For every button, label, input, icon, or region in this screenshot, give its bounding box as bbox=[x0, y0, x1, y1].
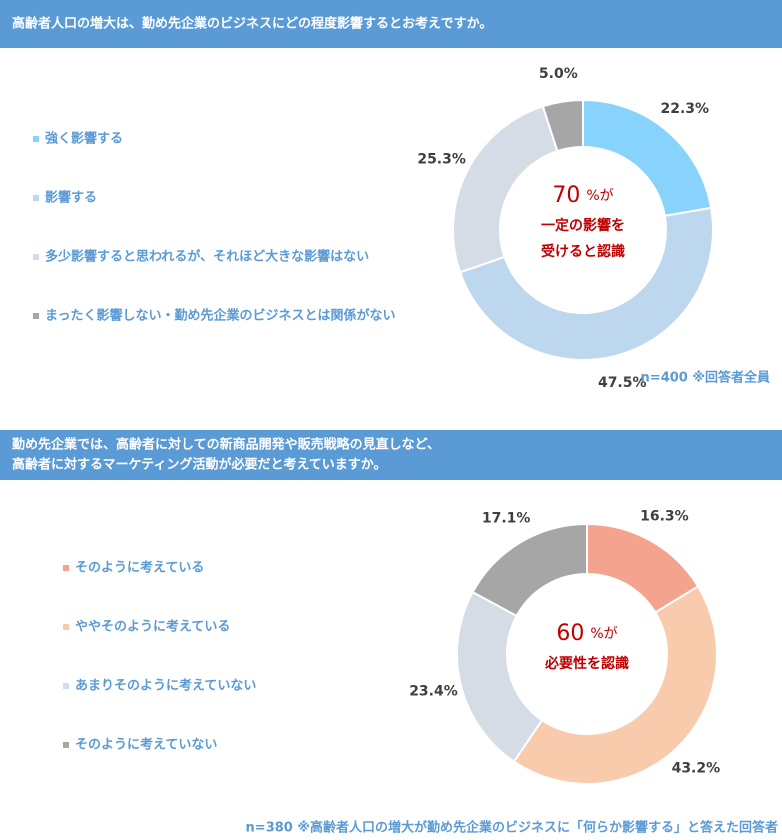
legend-swatch bbox=[33, 136, 39, 142]
legend-label: あまりそのように考えていない bbox=[75, 678, 256, 694]
donut-slice bbox=[512, 585, 718, 785]
value-label: 17.1% bbox=[482, 510, 531, 526]
center-text: 一定の影響を bbox=[541, 217, 625, 234]
value-label: 47.5% bbox=[598, 375, 647, 391]
center-suffix: %が bbox=[590, 626, 617, 642]
donut-slice bbox=[541, 98, 584, 153]
center-suffix: %が bbox=[586, 188, 613, 204]
legend-label: ややそのように考えている bbox=[75, 619, 230, 635]
legend-label: 多少影響すると思われるが、それほど大きな影響はない bbox=[45, 249, 369, 265]
center-headline: 60 %が bbox=[556, 621, 617, 646]
donut-slice bbox=[471, 522, 588, 618]
note: n=400 ※回答者全員 bbox=[641, 370, 770, 386]
center-number: 70 bbox=[552, 183, 580, 208]
center-headline: 70 %が bbox=[552, 183, 613, 208]
header-bar bbox=[0, 0, 782, 48]
value-label: 43.2% bbox=[672, 760, 721, 776]
legend-swatch bbox=[33, 313, 39, 319]
legend-swatch bbox=[63, 565, 69, 571]
legend-swatch bbox=[63, 624, 69, 630]
legend-label: そのように考えていない bbox=[75, 737, 217, 753]
header-title: 高齢者人口の増大は、勤め先企業のビジネスにどの程度影響するとお考えですか。 bbox=[12, 16, 492, 32]
value-label: 25.3% bbox=[417, 151, 466, 167]
center-number: 60 bbox=[556, 621, 584, 646]
legend-label: そのように考えている bbox=[75, 560, 204, 576]
legend-swatch bbox=[33, 195, 39, 201]
value-label: 22.3% bbox=[660, 101, 709, 117]
center-text: 必要性を認識 bbox=[544, 655, 629, 672]
donut-slice bbox=[458, 206, 714, 362]
legend-label: 影響する bbox=[45, 190, 97, 206]
legend-swatch bbox=[33, 254, 39, 260]
header-title: 勤め先企業では、高齢者に対しての新商品開発や販売戦略の見直しなど、 bbox=[12, 437, 440, 453]
legend-swatch bbox=[63, 742, 69, 748]
center-text: 受けると認識 bbox=[541, 243, 625, 260]
legend-label: 強く影響する bbox=[45, 131, 123, 147]
donut-slice bbox=[456, 590, 544, 763]
legend-swatch bbox=[63, 683, 69, 689]
header-bar bbox=[0, 430, 782, 480]
header-title: 高齢者に対するマーケティング活動が必要だと考えていますか。 bbox=[12, 457, 387, 473]
value-label: 5.0% bbox=[539, 66, 578, 82]
value-label: 23.4% bbox=[409, 683, 458, 699]
note: n=380 ※高齢者人口の増大が勤め先企業のビジネスに「何らか影響する」と答えた… bbox=[246, 820, 778, 836]
legend-label: まったく影響しない・勤め先企業のビジネスとは関係がない bbox=[45, 308, 395, 324]
value-label: 16.3% bbox=[640, 508, 689, 524]
